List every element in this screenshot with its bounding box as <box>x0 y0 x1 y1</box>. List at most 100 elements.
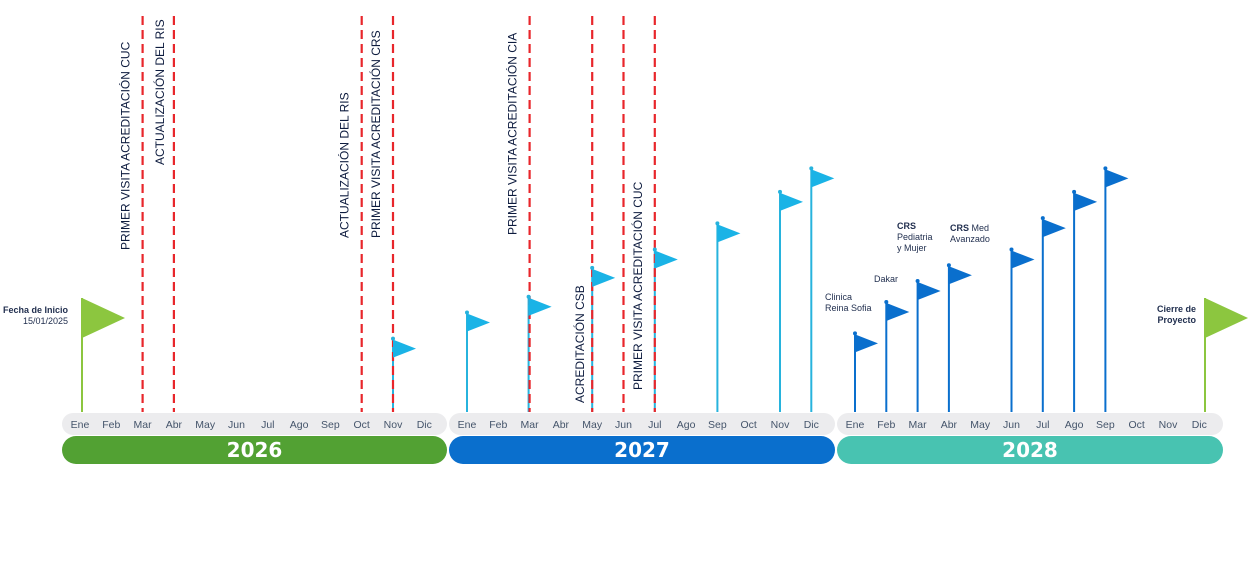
end-line2: Proyecto <box>1157 315 1196 325</box>
milestone-flag-icon <box>948 266 972 285</box>
month-strip-2026 <box>62 413 447 435</box>
month-label-2027-jun: Jun <box>615 419 632 431</box>
month-strips <box>62 413 1223 435</box>
milestone-flags <box>391 166 1129 358</box>
month-label-2028-ago: Ago <box>1065 419 1084 431</box>
label-crs-med-line2: Avanzado <box>950 234 990 244</box>
month-label-2028-feb: Feb <box>877 419 895 431</box>
month-label-2026-nov: Nov <box>384 419 403 431</box>
label-crs-ped-line2: y Mujer <box>897 243 927 253</box>
milestone-flag-icon <box>393 339 416 358</box>
month-label-2028-abr: Abr <box>941 419 958 431</box>
month-label-2028-mar: Mar <box>909 419 928 431</box>
flag-pole-tip <box>715 221 720 226</box>
milestone-labels: PRIMER VISITA ACREDITACIÓN CUC ACTUALIZAC… <box>118 19 645 403</box>
flag-poles <box>392 168 1107 412</box>
label-crs-pediatria: CRS Pediatria y Mujer <box>897 221 933 254</box>
month-strip-2028 <box>837 413 1223 435</box>
milestone-label: PRIMER VISITA ACREDITACIÓN CUC <box>630 181 645 390</box>
milestone-flag-icon <box>528 297 552 316</box>
month-label-2027-dic: Dic <box>804 419 819 431</box>
flag-pole-tip <box>778 189 782 194</box>
milestone-flag-icon <box>1105 169 1129 188</box>
flag-pole-tip <box>1103 166 1108 171</box>
milestone-flag-icon <box>467 313 490 332</box>
year-label-2028: 2028 <box>1002 438 1058 462</box>
month-label-2028-nov: Nov <box>1159 419 1178 431</box>
month-label-2026-jul: Jul <box>261 419 274 431</box>
milestone-flag-icon <box>1074 192 1098 211</box>
end-flag <box>1204 298 1248 412</box>
start-flag-icon <box>82 298 125 338</box>
flag-pole-tip <box>391 336 395 341</box>
month-label-2027-may: May <box>582 419 603 431</box>
milestone-flag-icon <box>1042 219 1066 238</box>
milestone-flag-icon <box>592 268 616 287</box>
milestone-flag-icon <box>717 224 741 243</box>
year-bars: 2026 2027 2028 <box>62 436 1223 464</box>
start-flag <box>81 298 125 412</box>
label-crs-med-rest: Med <box>969 223 990 233</box>
month-label-2026-abr: Abr <box>166 419 183 431</box>
milestone-label: PRIMER VISITA ACREDITACIÓN CUC <box>118 41 133 250</box>
flag-pole-tip <box>652 247 657 252</box>
month-label-2028-jul: Jul <box>1036 419 1049 431</box>
milestone-flag-icon <box>886 302 910 321</box>
label-clinica: Clinica Reina Sofia <box>825 292 872 314</box>
end-flag-icon <box>1205 298 1248 338</box>
month-strip-2027 <box>449 413 835 435</box>
milestone-flag-icon <box>855 334 878 353</box>
flag-pole-tip <box>526 294 531 299</box>
month-label-2028-dic: Dic <box>1192 419 1207 431</box>
milestone-flag-icon <box>780 192 803 211</box>
label-dakar-text: Dakar <box>874 274 899 284</box>
flag-pole-tip <box>946 263 951 268</box>
month-label-2026-jun: Jun <box>228 419 245 431</box>
month-label-2027-oct: Oct <box>741 419 757 431</box>
month-label-2026-sep: Sep <box>321 419 340 431</box>
flag-pole-tip <box>809 166 814 171</box>
month-labels: Ene Feb Mar Abr May Jun Jul Ago Sep Oct Nov Dic Ene F… <box>71 419 1207 431</box>
year-bar-2027 <box>449 436 835 464</box>
milestone-flag-icon <box>811 169 835 188</box>
month-label-2027-feb: Feb <box>489 419 507 431</box>
month-label-2026-ago: Ago <box>290 419 309 431</box>
label-clinica-line1: Clinica <box>825 292 853 302</box>
flag-pole-tip <box>1040 216 1045 221</box>
year-label-2026: 2026 <box>227 438 283 462</box>
milestone-label: ACTUALIZACIÓN DEL RIS <box>152 19 167 165</box>
month-label-2027-abr: Abr <box>553 419 570 431</box>
label-dakar: Dakar <box>874 274 898 285</box>
year-label-2027: 2027 <box>614 438 670 462</box>
end-line1: Cierre de <box>1156 304 1196 314</box>
month-label-2026-feb: Feb <box>102 419 120 431</box>
milestone-flag-icon <box>917 282 941 300</box>
label-crs-med-bold: CRS <box>950 223 970 233</box>
flag-pole-tip <box>590 265 595 270</box>
milestone-label: ACTUALIZACIÓN DEL RIS <box>337 92 352 238</box>
milestone-flag-icon <box>654 250 678 269</box>
month-label-2028-ene: Ene <box>846 419 865 431</box>
milestone-flag-icon <box>1011 250 1035 269</box>
flag-pole-tip <box>915 279 920 283</box>
month-label-2026-oct: Oct <box>354 419 370 431</box>
month-label-2026-ene: Ene <box>71 419 90 431</box>
milestone-label: PRIMER VISITA ACREDITACIÓN CRS <box>368 30 383 238</box>
start-title: Fecha de Inicio <box>2 305 68 315</box>
month-label-2028-jun: Jun <box>1003 419 1020 431</box>
month-label-2027-ene: Ene <box>458 419 477 431</box>
month-label-2028-may: May <box>970 419 991 431</box>
month-label-2026-dic: Dic <box>417 419 432 431</box>
label-crs-ped-bold: CRS <box>897 221 917 231</box>
month-label-2026-may: May <box>195 419 216 431</box>
flag-pole-tip <box>853 331 857 336</box>
flag-pole-tip <box>884 299 889 304</box>
flag-pole-tip <box>1072 189 1077 194</box>
flag-pole-tip <box>1009 247 1014 252</box>
year-bar-2028 <box>837 436 1223 464</box>
start-label: Fecha de Inicio 15/01/2025 <box>2 305 68 327</box>
month-label-2027-nov: Nov <box>771 419 790 431</box>
month-label-2027-jul: Jul <box>648 419 661 431</box>
month-label-2027-mar: Mar <box>521 419 540 431</box>
